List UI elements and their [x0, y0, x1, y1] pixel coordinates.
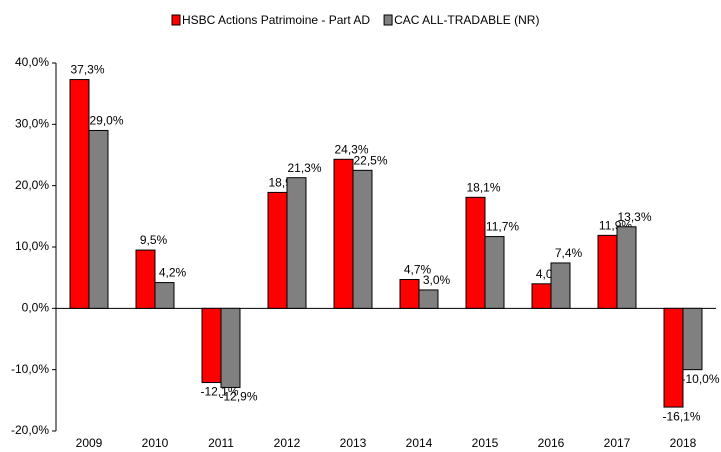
x-tick-label: 2018	[670, 436, 697, 450]
y-tick-label: -20,0%	[11, 423, 49, 437]
legend-swatch	[171, 14, 181, 26]
x-tick-label: 2009	[76, 436, 103, 450]
value-label: 29,0%	[89, 114, 123, 128]
x-tick-label: 2017	[604, 436, 631, 450]
bar	[682, 307, 703, 371]
value-label: 24,3%	[334, 142, 368, 156]
y-tick-label: 40,0%	[15, 55, 49, 69]
x-tick-label: 2014	[406, 436, 433, 450]
value-label: 9,5%	[140, 233, 168, 247]
value-label: 37,3%	[70, 63, 104, 77]
value-label: 22,5%	[353, 154, 387, 168]
value-label: 3,0%	[423, 273, 451, 287]
value-label: 11,7%	[486, 220, 519, 234]
bar	[484, 236, 505, 309]
bar	[333, 158, 354, 309]
bar	[531, 283, 552, 309]
legend-label: CAC ALL-TRADABLE (NR)	[394, 13, 539, 27]
bar	[201, 307, 222, 384]
value-label: -12,1%	[200, 385, 238, 399]
bar	[267, 191, 288, 309]
value-label: 18,1%	[466, 180, 500, 194]
bar	[88, 129, 109, 309]
y-tick-label: 10,0%	[15, 239, 49, 253]
bar	[597, 234, 618, 309]
bar	[69, 79, 90, 309]
value-label: -12,9%	[219, 390, 257, 404]
y-tick-label: 20,0%	[15, 178, 49, 192]
bar	[663, 307, 684, 408]
y-tick-label: 0,0%	[22, 301, 50, 315]
value-label: -16,1%	[662, 409, 700, 423]
value-label: 21,3%	[287, 161, 321, 175]
x-tick-label: 2015	[472, 436, 499, 450]
value-label: 13,3%	[617, 210, 651, 224]
bar	[465, 196, 486, 309]
value-label: 4,7%	[404, 263, 432, 277]
bar	[352, 169, 373, 309]
y-tick-label: -10,0%	[11, 362, 49, 376]
x-tick-label: 2012	[274, 436, 301, 450]
x-tick-label: 2016	[538, 436, 565, 450]
bar	[286, 177, 307, 309]
value-label: 4,2%	[159, 266, 187, 280]
legend-swatch	[383, 14, 393, 26]
legend-label: HSBC Actions Patrimoine - Part AD	[182, 13, 370, 27]
bar	[135, 249, 156, 309]
bar	[399, 279, 420, 309]
bar	[550, 262, 571, 309]
bar	[154, 282, 175, 309]
value-label: -10,0%	[681, 372, 719, 386]
value-label: 7,4%	[555, 246, 583, 260]
bar	[220, 307, 241, 388]
bar	[418, 289, 439, 309]
y-tick-label: 30,0%	[15, 117, 49, 131]
x-tick-label: 2011	[208, 436, 234, 450]
x-tick-label: 2010	[142, 436, 169, 450]
bar	[616, 226, 637, 309]
x-tick-label: 2013	[340, 436, 367, 450]
